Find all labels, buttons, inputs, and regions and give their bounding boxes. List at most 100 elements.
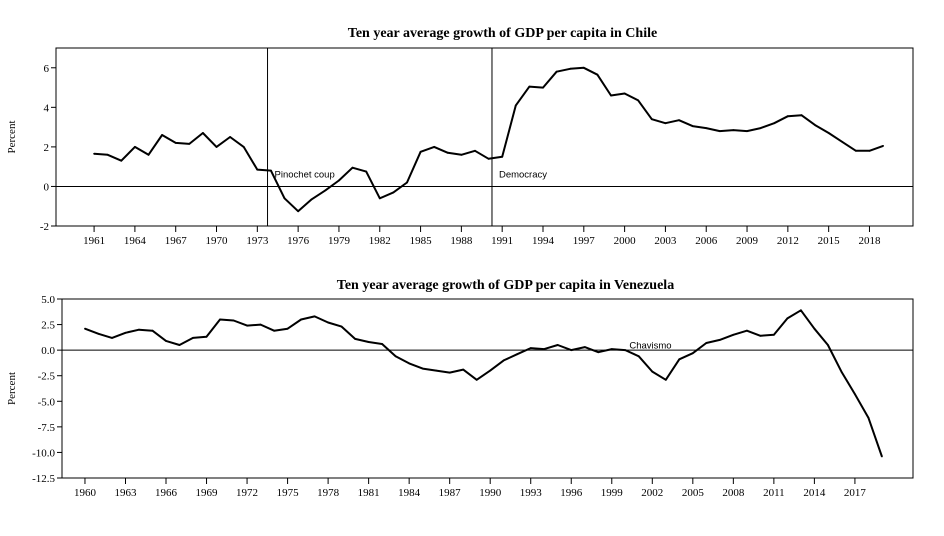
data-point [746, 130, 748, 133]
data-point [313, 315, 316, 318]
data-point [134, 146, 136, 148]
data-point [502, 359, 505, 362]
data-point [273, 329, 275, 332]
chart-title: Ten year average growth of GDP per capit… [337, 278, 674, 293]
data-point [365, 170, 368, 173]
data-point [516, 353, 519, 356]
data-point [555, 70, 558, 73]
data-point [448, 371, 451, 374]
data-point [394, 355, 397, 358]
data-point [340, 325, 343, 328]
x-tick-label: 1994 [532, 235, 555, 247]
data-point [786, 317, 789, 320]
data-point [543, 348, 546, 350]
x-tick-label: 1990 [479, 487, 502, 499]
data-point [324, 189, 327, 192]
y-tick-label: -2 [40, 221, 49, 233]
data-point [623, 92, 626, 95]
data-point [460, 153, 463, 156]
data-point [596, 73, 599, 76]
annotation-label: Chavismo [629, 341, 671, 352]
data-point [421, 367, 424, 370]
y-axis-label: Percent [6, 372, 18, 405]
data-point [678, 358, 681, 361]
data-point [192, 337, 194, 339]
data-point [381, 343, 383, 345]
x-tick-label: 1984 [398, 487, 421, 499]
data-point [759, 334, 762, 337]
data-point [433, 146, 436, 148]
x-tick-label: 2018 [858, 235, 881, 247]
data-point [178, 344, 181, 346]
y-tick-label: 5.0 [41, 294, 55, 306]
x-tick-label: 1985 [410, 235, 433, 247]
data-point [855, 149, 857, 152]
data-point [378, 197, 381, 200]
data-point [773, 333, 775, 336]
data-point [637, 99, 640, 102]
chart-title: Ten year average growth of GDP per capit… [348, 26, 657, 41]
data-point [827, 344, 829, 346]
data-point [489, 369, 492, 372]
x-tick-label: 2012 [777, 235, 799, 247]
data-point [487, 157, 490, 160]
data-point [732, 333, 735, 336]
x-tick-label: 2017 [844, 487, 867, 499]
y-axis-label: Percent [6, 121, 18, 154]
data-point [283, 197, 286, 200]
data-point [229, 136, 232, 138]
x-tick-label: 1982 [369, 235, 391, 247]
data-point [147, 153, 150, 156]
data-point [542, 86, 544, 89]
data-point [97, 332, 100, 335]
data-point [392, 191, 395, 194]
x-tick-label: 2000 [614, 235, 637, 247]
data-point [868, 149, 871, 152]
x-tick-label: 2005 [682, 487, 705, 499]
x-tick-label: 1964 [124, 235, 147, 247]
data-point [408, 362, 411, 365]
data-point [111, 337, 113, 339]
data-point [610, 348, 613, 350]
x-tick-label: 1993 [520, 487, 543, 499]
data-point [732, 129, 735, 132]
data-point [215, 146, 218, 148]
data-point [881, 455, 883, 458]
x-tick-label: 2014 [803, 487, 826, 499]
data-point [327, 321, 329, 324]
data-point [800, 114, 803, 117]
data-point [256, 168, 259, 171]
y-tick-label: 0 [44, 181, 50, 193]
x-tick-label: 2011 [763, 487, 785, 499]
data-point [120, 159, 123, 162]
data-point [800, 309, 802, 312]
data-point [814, 124, 816, 126]
series-line [94, 66, 884, 213]
data-point [854, 393, 856, 395]
x-tick-label: 1973 [246, 235, 269, 247]
x-tick-label: 1972 [236, 487, 258, 499]
data-point [773, 122, 776, 125]
data-point [827, 132, 830, 134]
data-point [219, 318, 221, 321]
data-point [746, 329, 748, 332]
data-point [300, 318, 302, 321]
data-point [787, 115, 789, 118]
data-point [867, 416, 870, 419]
data-point [419, 150, 422, 153]
data-point [475, 378, 478, 381]
data-point [514, 104, 517, 107]
data-point [446, 151, 449, 154]
data-point [138, 328, 140, 331]
data-point [84, 327, 86, 330]
data-point [637, 355, 640, 358]
data-point [286, 327, 289, 330]
data-point [691, 352, 694, 355]
x-tick-label: 2015 [818, 235, 841, 247]
data-point [650, 118, 653, 121]
data-point [406, 181, 408, 184]
y-tick-label: -10.0 [32, 447, 55, 459]
x-tick-label: 1969 [196, 487, 219, 499]
data-point [338, 179, 340, 182]
